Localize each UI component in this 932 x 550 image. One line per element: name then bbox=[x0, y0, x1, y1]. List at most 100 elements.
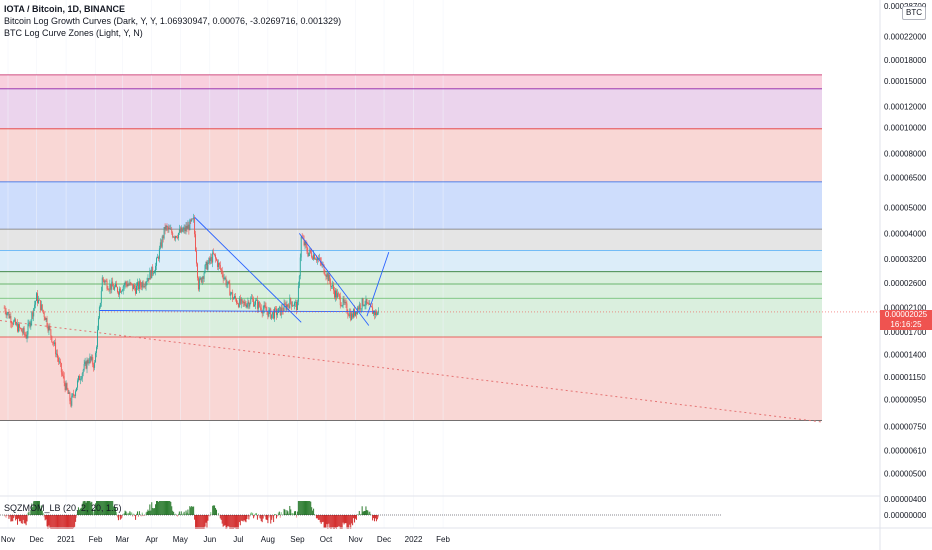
candle-body bbox=[126, 283, 128, 287]
candle-body bbox=[237, 303, 239, 307]
candle-body bbox=[267, 311, 269, 317]
indicator-legend-curve-zones[interactable]: BTC Log Curve Zones (Light, Y, N) bbox=[4, 28, 143, 38]
osc-bar bbox=[147, 509, 149, 515]
y-tick-label: 0.00022000 bbox=[884, 33, 927, 42]
y-tick-label: 0.00001700 bbox=[884, 328, 927, 337]
osc-bar bbox=[349, 515, 351, 525]
osc-bar bbox=[105, 501, 107, 515]
candle-body bbox=[87, 360, 89, 363]
osc-bar bbox=[346, 515, 348, 529]
candle-body bbox=[169, 228, 171, 230]
candle-body bbox=[32, 312, 34, 317]
y-tick-label: 0.00000950 bbox=[884, 395, 927, 404]
osc-bar bbox=[160, 501, 162, 515]
osc-bar bbox=[285, 513, 287, 515]
osc-bar bbox=[322, 515, 324, 522]
osc-bar bbox=[277, 512, 279, 515]
osc-bar bbox=[309, 501, 311, 515]
candle-body bbox=[74, 395, 76, 397]
candle-body bbox=[83, 364, 85, 370]
osc-bar bbox=[225, 515, 227, 529]
candle-body bbox=[238, 297, 240, 307]
zone-band bbox=[0, 74, 822, 89]
osc-bar bbox=[330, 515, 332, 529]
osc-bar bbox=[368, 512, 370, 515]
candle-body bbox=[51, 335, 53, 342]
candle-body bbox=[234, 296, 236, 299]
candle-body bbox=[154, 272, 156, 274]
candle-body bbox=[207, 263, 209, 270]
candle-body bbox=[66, 383, 68, 390]
candle-body bbox=[60, 363, 62, 373]
candle-body bbox=[325, 275, 327, 277]
candle-body bbox=[151, 266, 153, 279]
currency-scale-button[interactable]: BTC bbox=[902, 6, 926, 20]
candle-body bbox=[277, 308, 279, 313]
osc-bar bbox=[328, 515, 330, 524]
candle-body bbox=[249, 303, 251, 307]
osc-bar bbox=[60, 515, 62, 529]
candle-body bbox=[84, 361, 86, 365]
osc-bar bbox=[70, 515, 72, 529]
osc-bar bbox=[191, 506, 193, 515]
candle-body bbox=[139, 281, 141, 286]
osc-bar bbox=[375, 515, 377, 522]
candle-body bbox=[213, 252, 215, 254]
candle-body bbox=[138, 281, 140, 290]
osc-bar bbox=[64, 515, 66, 529]
candle-body bbox=[127, 284, 129, 287]
indicator-legend-growth-curves[interactable]: Bitcoin Log Growth Curves (Dark, Y, Y, 1… bbox=[4, 16, 342, 26]
candle-body bbox=[293, 305, 295, 307]
candle-body bbox=[195, 234, 196, 252]
candle-body bbox=[235, 296, 236, 300]
candle-body bbox=[40, 304, 42, 311]
osc-bar bbox=[235, 515, 237, 529]
osc-bar bbox=[260, 515, 262, 522]
last-price-tag: 0.00002025 bbox=[880, 310, 932, 320]
x-tick-label: Nov bbox=[1, 535, 15, 544]
osc-bar bbox=[117, 515, 119, 521]
oscillator-legend[interactable]: SQZMOM_LB (20, 2, 20, 1.5) bbox=[4, 503, 122, 513]
osc-bar bbox=[47, 515, 49, 529]
osc-bar bbox=[97, 501, 99, 515]
candle-body bbox=[121, 290, 123, 292]
candle-body bbox=[225, 277, 227, 285]
osc-bar bbox=[229, 515, 231, 529]
candle-body bbox=[351, 313, 353, 320]
candle-body bbox=[236, 299, 237, 304]
osc-bar bbox=[196, 515, 198, 529]
osc-bar bbox=[215, 508, 217, 515]
osc-bar bbox=[168, 501, 170, 515]
zone-band bbox=[0, 128, 822, 182]
osc-bar bbox=[44, 515, 46, 521]
osc-bar bbox=[42, 512, 44, 515]
candle-body bbox=[336, 293, 338, 298]
osc-bar bbox=[26, 515, 28, 522]
candle-body bbox=[216, 260, 218, 267]
candle-body bbox=[78, 375, 80, 381]
osc-bar bbox=[19, 515, 21, 522]
osc-bar bbox=[165, 501, 167, 515]
osc-bar bbox=[78, 509, 80, 515]
osc-bar bbox=[372, 515, 374, 521]
candle-body bbox=[109, 284, 111, 290]
osc-bar bbox=[238, 515, 240, 523]
candle-body bbox=[216, 258, 217, 261]
candle-body bbox=[258, 302, 260, 307]
zone-boundary-lines bbox=[0, 74, 822, 421]
osc-bar bbox=[231, 515, 233, 529]
osc-bar bbox=[241, 515, 243, 521]
zone-band bbox=[0, 298, 822, 337]
osc-bar bbox=[276, 515, 278, 517]
candle-body bbox=[102, 277, 104, 281]
candle-body bbox=[246, 303, 248, 308]
oscillator-zero-label: 0.00000000 bbox=[884, 511, 927, 520]
zone-band bbox=[0, 88, 822, 129]
candle-body bbox=[77, 375, 79, 381]
osc-bar bbox=[353, 515, 355, 519]
candle-body bbox=[134, 285, 136, 289]
candle-body bbox=[190, 219, 192, 221]
osc-bar bbox=[71, 515, 73, 529]
osc-bar bbox=[135, 515, 137, 520]
